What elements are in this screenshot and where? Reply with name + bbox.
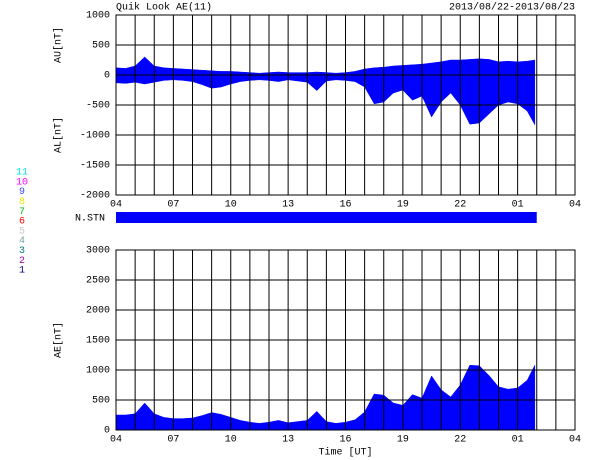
x-tick-label: 04 [110,435,122,446]
station-bar [116,212,537,223]
plot-border [115,14,576,196]
y-tick-label: 1000 [86,11,110,22]
y-tick-label: 0 [104,426,110,437]
x-tick-label: 22 [454,435,466,446]
area [115,56,536,76]
x-tick-label: 04 [569,435,581,446]
legend-label: 2 [19,256,25,267]
legend-label: 6 [19,217,25,228]
area [115,74,536,126]
y-tick-label: -2000 [80,191,110,202]
y-tick-label: -1000 [80,131,110,142]
date-range: 2013/08/22-2013/08/23 [449,2,575,14]
y-tick-label: -500 [86,101,110,112]
legend-label: 4 [19,236,25,247]
y-tick-label: 2000 [86,306,110,317]
x-tick-label: 19 [397,200,409,211]
x-tick-label: 10 [225,435,237,446]
legend-label: 10 [16,177,28,188]
x-tick-label: 01 [512,435,524,446]
y-tick-label: 500 [92,396,110,407]
legend-label: 9 [19,187,25,198]
x-tick-label: 22 [454,200,466,211]
chart-title: Quik Look AE(11) [116,2,212,14]
x-tick-label: 13 [282,200,294,211]
x-tick-label: 04 [569,200,581,211]
x-tick-label: 13 [282,435,294,446]
y-tick-label: 1000 [86,366,110,377]
plot-border [115,249,576,431]
y-tick-label: -1500 [80,161,110,172]
y-tick-label: 2500 [86,276,110,287]
x-tick-label: 10 [225,200,237,211]
legend-label: 1 [19,266,25,277]
x-tick-label: 07 [167,435,179,446]
x-tick-label: 16 [339,435,351,446]
legend-label: 7 [19,207,25,218]
y-tick-label: 1500 [86,336,110,347]
y-tick-label: 0 [104,71,110,82]
y-axis-label: AL[nT] [53,117,65,153]
x-tick-label: 19 [397,435,409,446]
y-tick-label: 500 [92,41,110,52]
y-axis-label: AE[nT] [53,322,65,358]
x-tick-label: 16 [339,200,351,211]
x-tick-label: 07 [167,200,179,211]
legend-label: 11 [16,168,28,179]
legend-label: 5 [19,226,25,237]
area [115,364,536,431]
legend-label: 3 [19,246,25,257]
legend-label: 8 [19,197,25,208]
x-tick-label: 04 [110,200,122,211]
y-axis-label: AU[nT] [53,27,65,63]
station-bar-label: N.STN [75,214,105,225]
x-axis-label: Time [UT] [318,447,372,459]
y-tick-label: 3000 [86,246,110,257]
x-tick-label: 01 [512,200,524,211]
